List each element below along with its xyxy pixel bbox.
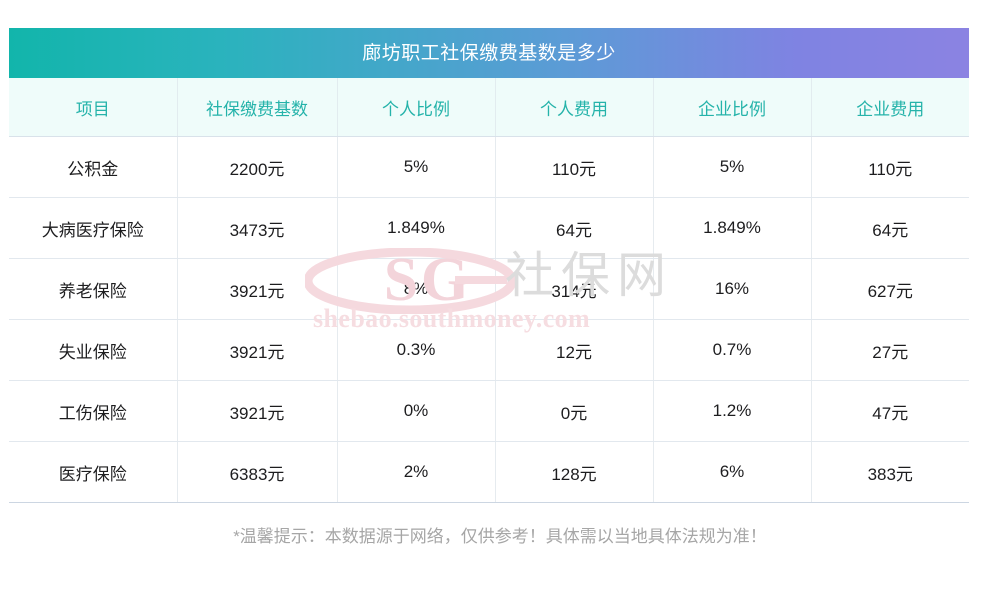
page-title: 廊坊职工社保缴费基数是多少	[362, 42, 616, 64]
cell-personal-fee: 0元	[495, 380, 654, 442]
cell-company-rate: 16%	[653, 258, 812, 320]
cell-personal-fee: 110元	[495, 136, 654, 198]
table-header: 项目 社保缴费基数 个人比例 个人费用 企业比例 企业费用	[9, 78, 969, 137]
cell-company-fee: 110元	[811, 136, 969, 198]
table-body: 公积金 2200元 5% 110元 5% 110元 大病医疗保险 3473元 1…	[9, 136, 969, 503]
table-row: 医疗保险 6383元 2% 128元 6% 383元	[9, 441, 969, 503]
column-header-personal-rate: 个人比例	[337, 78, 496, 137]
cell-base: 3921元	[177, 380, 338, 442]
title-bar: 廊坊职工社保缴费基数是多少	[9, 28, 969, 78]
cell-personal-rate: 8%	[337, 258, 496, 320]
column-header-item: 项目	[9, 78, 178, 137]
cell-item: 失业保险	[9, 319, 178, 381]
cell-base: 3921元	[177, 258, 338, 320]
cell-base: 2200元	[177, 136, 338, 198]
cell-company-fee: 64元	[811, 197, 969, 259]
table-row: 养老保险 3921元 8% 314元 16% 627元	[9, 258, 969, 320]
cell-personal-rate: 5%	[337, 136, 496, 198]
cell-company-fee: 47元	[811, 380, 969, 442]
social-insurance-table: 项目 社保缴费基数 个人比例 个人费用 企业比例 企业费用 公积金 2200元 …	[9, 78, 969, 503]
cell-company-fee: 27元	[811, 319, 969, 381]
cell-company-rate: 0.7%	[653, 319, 812, 381]
cell-company-rate: 5%	[653, 136, 812, 198]
cell-personal-rate: 1.849%	[337, 197, 496, 259]
cell-item: 公积金	[9, 136, 178, 198]
column-header-base: 社保缴费基数	[177, 78, 338, 137]
cell-personal-rate: 0%	[337, 380, 496, 442]
social-insurance-table-wrapper: 项目 社保缴费基数 个人比例 个人费用 企业比例 企业费用 公积金 2200元 …	[9, 78, 969, 503]
cell-personal-fee: 128元	[495, 441, 654, 503]
column-header-company-rate: 企业比例	[653, 78, 812, 137]
cell-base: 3473元	[177, 197, 338, 259]
cell-item: 医疗保险	[9, 441, 178, 503]
table-row: 工伤保险 3921元 0% 0元 1.2% 47元	[9, 380, 969, 442]
cell-company-rate: 6%	[653, 441, 812, 503]
cell-item: 工伤保险	[9, 380, 178, 442]
column-header-personal-fee: 个人费用	[495, 78, 654, 137]
table-header-row: 项目 社保缴费基数 个人比例 个人费用 企业比例 企业费用	[9, 78, 969, 137]
cell-item: 养老保险	[9, 258, 178, 320]
cell-base: 6383元	[177, 441, 338, 503]
cell-personal-rate: 2%	[337, 441, 496, 503]
footer-disclaimer: *温馨提示：本数据源于网络，仅供参考！具体需以当地具体法规为准！	[233, 527, 767, 546]
column-header-company-fee: 企业费用	[811, 78, 969, 137]
cell-company-rate: 1.849%	[653, 197, 812, 259]
cell-base: 3921元	[177, 319, 338, 381]
cell-company-fee: 383元	[811, 441, 969, 503]
cell-company-fee: 627元	[811, 258, 969, 320]
table-row: 失业保险 3921元 0.3% 12元 0.7% 27元	[9, 319, 969, 381]
cell-personal-fee: 12元	[495, 319, 654, 381]
table-row: 公积金 2200元 5% 110元 5% 110元	[9, 136, 969, 198]
cell-personal-fee: 64元	[495, 197, 654, 259]
cell-personal-fee: 314元	[495, 258, 654, 320]
cell-item: 大病医疗保险	[9, 197, 178, 259]
table-row: 大病医疗保险 3473元 1.849% 64元 1.849% 64元	[9, 197, 969, 259]
cell-company-rate: 1.2%	[653, 380, 812, 442]
cell-personal-rate: 0.3%	[337, 319, 496, 381]
